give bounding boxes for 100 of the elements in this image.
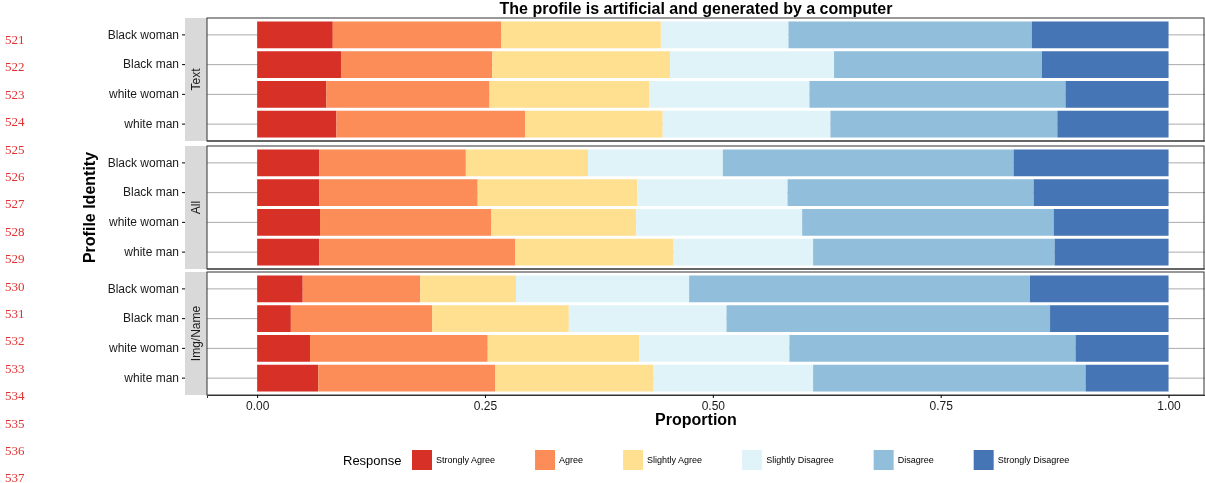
- bar: [1013, 149, 1169, 177]
- bar: [257, 21, 333, 49]
- bar: [587, 149, 723, 177]
- y-axis-title: Profile Identity: [81, 151, 98, 264]
- bar: [257, 80, 327, 108]
- bar: [1085, 364, 1169, 392]
- bar: [332, 21, 502, 49]
- x-tick-label: 0.00: [245, 398, 270, 413]
- text: 536: [5, 443, 25, 458]
- bar: [257, 110, 337, 138]
- y-tick-label: Black man: [122, 311, 179, 326]
- bar: [257, 208, 321, 236]
- bar: [318, 364, 496, 392]
- bar: [1030, 275, 1169, 303]
- bar: [636, 208, 803, 236]
- text: 532: [5, 333, 25, 349]
- text: 535: [5, 415, 25, 431]
- text: 525: [5, 141, 25, 157]
- bar: [1065, 80, 1169, 108]
- legend-label: Slightly Disagree: [766, 455, 834, 465]
- bar: [477, 179, 638, 207]
- text: Text: [189, 67, 203, 91]
- bar: [660, 21, 789, 49]
- legend-title: Response: [343, 453, 402, 468]
- text: 529: [5, 251, 25, 267]
- bar: [653, 364, 814, 392]
- bar: [788, 21, 1032, 49]
- bar: [495, 364, 654, 392]
- text: 534: [5, 388, 25, 404]
- bar: [1054, 238, 1169, 266]
- bar: [257, 305, 291, 333]
- text: 537: [5, 470, 25, 483]
- x-tick-label: 0.25: [473, 398, 498, 413]
- y-tick-label: white man: [123, 370, 179, 385]
- bar: [787, 179, 1034, 207]
- bar: [487, 334, 640, 362]
- y-tick-label: Black man: [122, 185, 179, 200]
- bar: [340, 51, 493, 79]
- legend-label: Agree: [559, 455, 584, 465]
- bar: [515, 275, 690, 303]
- bar: [491, 208, 637, 236]
- text: 530: [5, 278, 25, 294]
- bar: [1031, 21, 1169, 49]
- bar: [639, 334, 790, 362]
- bar: [257, 51, 341, 79]
- bar: [309, 334, 488, 362]
- bar: [501, 21, 661, 49]
- chart-title: The profile is artificial and generated by a computer: [499, 0, 893, 17]
- y-tick-label: Black woman: [107, 155, 179, 170]
- bar: [670, 51, 835, 79]
- x-tick-label: 1.00: [1157, 398, 1182, 413]
- bar: [813, 238, 1055, 266]
- bar: [830, 110, 1058, 138]
- text: 527: [5, 196, 25, 212]
- bar: [257, 149, 320, 177]
- bar: [420, 275, 516, 303]
- bar: [320, 208, 492, 236]
- y-tick-label: white man: [123, 116, 179, 131]
- text: 533: [5, 360, 25, 376]
- text: 528: [5, 223, 25, 239]
- legend-label: Slightly Agree: [647, 455, 703, 465]
- bar: [789, 334, 1076, 362]
- bar: [1033, 179, 1169, 207]
- bar: [302, 275, 421, 303]
- bar: [257, 334, 310, 362]
- y-tick-label: white man: [123, 244, 179, 259]
- y-tick-label: Black man: [122, 57, 179, 72]
- bar: [1075, 334, 1169, 362]
- text: 524: [5, 114, 25, 130]
- y-tick-label: white woman: [107, 341, 179, 356]
- legend-label: Disagree: [897, 455, 934, 465]
- bar: [492, 51, 670, 79]
- y-tick-label: white woman: [107, 215, 179, 230]
- bar: [802, 208, 1054, 236]
- bar: [257, 179, 320, 207]
- bar: [465, 149, 588, 177]
- y-tick-label: Black woman: [107, 281, 179, 296]
- bar: [662, 110, 831, 138]
- bar: [257, 364, 319, 392]
- text: Img/Name: [189, 305, 203, 362]
- bar: [689, 275, 1031, 303]
- bar: [515, 238, 674, 266]
- x-tick-label: 0.50: [701, 398, 726, 413]
- bar: [525, 110, 663, 138]
- legend-label: Strongly Disagree: [997, 455, 1070, 465]
- bar: [319, 179, 478, 207]
- text: 526: [5, 169, 25, 184]
- bar: [637, 179, 788, 207]
- text: All: [189, 200, 203, 215]
- bar: [326, 80, 490, 108]
- text: 523: [5, 86, 25, 102]
- bar: [809, 80, 1066, 108]
- bar: [1041, 51, 1169, 79]
- bar: [432, 305, 569, 333]
- bar: [1053, 208, 1169, 236]
- bar: [1057, 110, 1169, 138]
- bar: [336, 110, 526, 138]
- x-axis-title: Proportion: [655, 411, 737, 428]
- bar: [649, 80, 810, 108]
- y-tick-label: white woman: [107, 87, 179, 102]
